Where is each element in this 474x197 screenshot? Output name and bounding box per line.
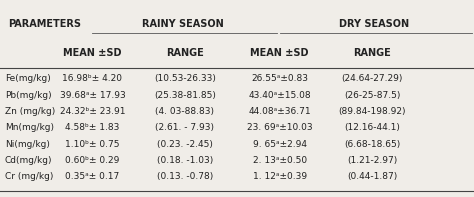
Text: 43.40ᵃ±15.08: 43.40ᵃ±15.08 bbox=[248, 91, 311, 100]
Text: MEAN ±SD: MEAN ±SD bbox=[63, 48, 122, 58]
Text: 2. 13ᵃ±0.50: 2. 13ᵃ±0.50 bbox=[253, 156, 307, 165]
Text: (89.84-198.92): (89.84-198.92) bbox=[338, 107, 406, 116]
Text: 39.68ᵃ± 17.93: 39.68ᵃ± 17.93 bbox=[60, 91, 125, 100]
Text: (0.13. -0.78): (0.13. -0.78) bbox=[157, 172, 213, 181]
Text: 9. 65ᵃ±2.94: 9. 65ᵃ±2.94 bbox=[253, 140, 307, 149]
Text: 26.55ᵃ±0.83: 26.55ᵃ±0.83 bbox=[251, 74, 308, 83]
Text: (0.44-1.87): (0.44-1.87) bbox=[347, 172, 397, 181]
Text: (4. 03-88.83): (4. 03-88.83) bbox=[155, 107, 214, 116]
Text: (1.21-2.97): (1.21-2.97) bbox=[347, 156, 397, 165]
Text: MEAN ±SD: MEAN ±SD bbox=[250, 48, 309, 58]
Text: RAINY SEASON: RAINY SEASON bbox=[142, 19, 223, 29]
Text: Fe(mg/kg): Fe(mg/kg) bbox=[5, 74, 51, 83]
Text: Zn (mg/kg): Zn (mg/kg) bbox=[5, 107, 55, 116]
Text: Cd(mg/kg): Cd(mg/kg) bbox=[5, 156, 52, 165]
Text: DRY SEASON: DRY SEASON bbox=[339, 19, 410, 29]
Text: 0.35ᵃ± 0.17: 0.35ᵃ± 0.17 bbox=[65, 172, 119, 181]
Text: Mn(mg/kg): Mn(mg/kg) bbox=[5, 123, 54, 132]
Text: (24.64-27.29): (24.64-27.29) bbox=[341, 74, 403, 83]
Text: 1.10ᵇ± 0.75: 1.10ᵇ± 0.75 bbox=[65, 140, 119, 149]
Text: (25.38-81.85): (25.38-81.85) bbox=[154, 91, 216, 100]
Text: Cr (mg/kg): Cr (mg/kg) bbox=[5, 172, 53, 181]
Text: (0.18. -1.03): (0.18. -1.03) bbox=[157, 156, 213, 165]
Text: 4.58ᵇ± 1.83: 4.58ᵇ± 1.83 bbox=[65, 123, 119, 132]
Text: RANGE: RANGE bbox=[353, 48, 391, 58]
Text: (10.53-26.33): (10.53-26.33) bbox=[154, 74, 216, 83]
Text: (6.68-18.65): (6.68-18.65) bbox=[344, 140, 400, 149]
Text: 23. 69ᵃ±10.03: 23. 69ᵃ±10.03 bbox=[247, 123, 312, 132]
Text: Ni(mg/kg): Ni(mg/kg) bbox=[5, 140, 50, 149]
Text: 24.32ᵇ± 23.91: 24.32ᵇ± 23.91 bbox=[60, 107, 125, 116]
Text: (2.61. - 7.93): (2.61. - 7.93) bbox=[155, 123, 214, 132]
Text: RANGE: RANGE bbox=[166, 48, 204, 58]
Text: 44.08ᵃ±36.71: 44.08ᵃ±36.71 bbox=[248, 107, 311, 116]
Text: 0.60ᵇ± 0.29: 0.60ᵇ± 0.29 bbox=[65, 156, 119, 165]
Text: 1. 12ᵃ±0.39: 1. 12ᵃ±0.39 bbox=[253, 172, 307, 181]
Text: 16.98ᵇ± 4.20: 16.98ᵇ± 4.20 bbox=[63, 74, 122, 83]
Text: PARAMETERS: PARAMETERS bbox=[9, 19, 82, 29]
Text: (12.16-44.1): (12.16-44.1) bbox=[344, 123, 400, 132]
Text: (26-25-87.5): (26-25-87.5) bbox=[344, 91, 400, 100]
Text: (0.23. -2.45): (0.23. -2.45) bbox=[157, 140, 213, 149]
Text: Pb(mg/kg): Pb(mg/kg) bbox=[5, 91, 51, 100]
